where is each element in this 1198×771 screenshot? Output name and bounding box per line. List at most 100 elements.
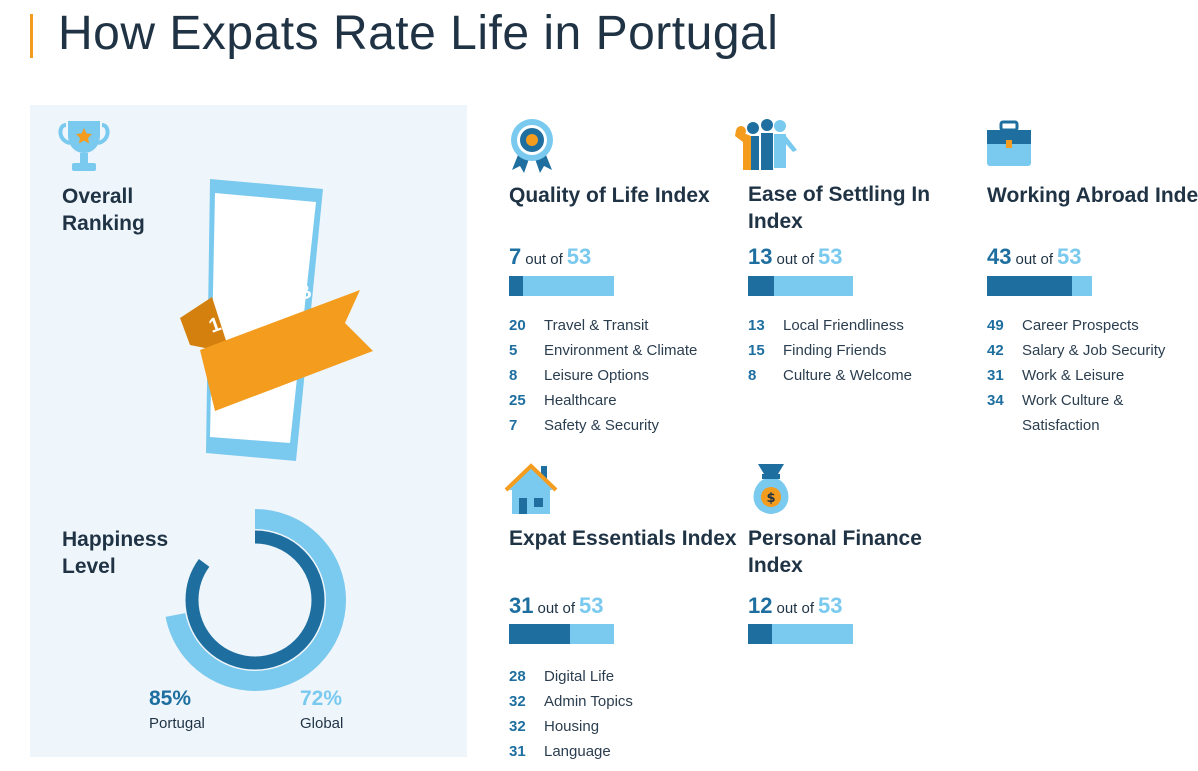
card-total: 53 bbox=[579, 593, 604, 618]
sub-ranking-number: 5 bbox=[509, 342, 518, 359]
money-bag-icon: $ bbox=[753, 464, 789, 514]
portugal-happiness-label: Portugal bbox=[149, 715, 205, 732]
sub-ranking-number: 15 bbox=[748, 342, 765, 359]
sub-ranking-item: 34 Work Culture & Satisfaction bbox=[987, 388, 1197, 438]
house-icon bbox=[504, 463, 558, 514]
sub-ranking-item: 28 Digital Life bbox=[509, 664, 719, 689]
card-of: out of bbox=[776, 600, 815, 617]
sub-ranking-label: Salary & Job Security bbox=[1022, 342, 1166, 359]
global-happiness-value: 72% bbox=[300, 687, 343, 710]
card-rank-bar bbox=[987, 276, 1092, 296]
sub-ranking-label: Admin Topics bbox=[544, 693, 633, 710]
global-ring bbox=[164, 509, 346, 691]
card-score: 31 out of 53 bbox=[509, 593, 604, 619]
title-accent-bar bbox=[30, 14, 33, 58]
sub-ranking-number: 8 bbox=[509, 367, 518, 384]
card-title: Ease of Settling In Index bbox=[748, 183, 931, 233]
card-score: 7 out of 53 bbox=[509, 244, 591, 270]
sub-ranking-label: Travel & Transit bbox=[544, 317, 649, 334]
card-rank: 43 bbox=[987, 244, 1012, 269]
left-panel: Overall Ranking 10th out of 53 Happiness… bbox=[30, 105, 467, 757]
sub-ranking-label: Language bbox=[544, 743, 611, 760]
sub-ranking-item: 49 Career Prospects bbox=[987, 313, 1197, 338]
sub-ranking-item: 8 Culture & Welcome bbox=[748, 363, 958, 388]
card-rank: 12 bbox=[748, 593, 773, 618]
sub-ranking-number: 13 bbox=[748, 317, 765, 334]
sub-ranking-item: 31 Work & Leisure bbox=[987, 363, 1197, 388]
card-rank: 31 bbox=[509, 593, 534, 618]
portugal-happiness-value: 85% bbox=[149, 687, 192, 710]
card-of: out of bbox=[525, 251, 563, 268]
card-rank: 7 bbox=[509, 244, 522, 269]
sub-ranking-label: Local Friendliness bbox=[783, 317, 904, 334]
sub-ranking-number: 25 bbox=[509, 392, 526, 409]
card-sub-list: 20 Travel & Transit 5 Environment & Climate… bbox=[509, 313, 719, 438]
sub-ranking-item: 42 Salary & Job Security bbox=[987, 338, 1197, 363]
card-title: Expat Essentials Index bbox=[509, 527, 737, 550]
cup-illustration bbox=[180, 179, 373, 461]
sub-ranking-item: 7 Safety & Security bbox=[509, 413, 719, 438]
sub-ranking-number: 42 bbox=[987, 342, 1004, 359]
card-title: Working Abroad Index bbox=[987, 184, 1198, 207]
briefcase-icon bbox=[987, 120, 1031, 166]
sub-ranking-number: 49 bbox=[987, 317, 1004, 334]
sub-ranking-item: 32 Admin Topics bbox=[509, 689, 719, 714]
card-title: Quality of Life Index bbox=[509, 184, 710, 207]
sub-ranking-item: 25 Healthcare bbox=[509, 388, 719, 413]
card-sub-list: 13 Local Friendliness 15 Finding Friends 8 Cu… bbox=[748, 313, 958, 388]
sub-ranking-label: Environment & Climate bbox=[544, 342, 698, 359]
sub-ranking-number: 28 bbox=[509, 668, 526, 685]
card-of: out of bbox=[776, 251, 815, 268]
sub-ranking-label: Housing bbox=[544, 718, 600, 735]
card-rank-bar-fill bbox=[748, 276, 774, 296]
page-title: How Expats Rate Life in Portugal bbox=[58, 7, 779, 60]
card-score: 13 out of 53 bbox=[748, 244, 843, 270]
card-rank-bar bbox=[748, 624, 853, 644]
overall-ranking-heading: Overall Ranking bbox=[62, 185, 145, 235]
trophy-icon bbox=[58, 121, 110, 171]
card-of: out of bbox=[537, 600, 576, 617]
card-total: 53 bbox=[818, 244, 843, 269]
sub-ranking-item: 15 Finding Friends bbox=[748, 338, 958, 363]
sub-ranking-number: 34 bbox=[987, 392, 1004, 409]
sub-ranking-number: 7 bbox=[509, 417, 518, 434]
card-title: Personal Finance Index bbox=[748, 527, 922, 577]
sub-ranking-label: Culture & Welcome bbox=[783, 367, 912, 384]
sub-ranking-label: Finding Friends bbox=[783, 342, 887, 359]
sub-ranking-label: Leisure Options bbox=[544, 367, 650, 384]
card-rank-bar bbox=[509, 276, 614, 296]
svg-text:$: $ bbox=[766, 491, 775, 506]
card-score: 12 out of 53 bbox=[748, 593, 843, 619]
sub-ranking-number: 32 bbox=[509, 693, 526, 710]
card-rank-bar bbox=[748, 276, 853, 296]
sub-ranking-number: 31 bbox=[509, 743, 526, 760]
sub-ranking-item: 32 Housing bbox=[509, 714, 719, 739]
card-total: 53 bbox=[1057, 244, 1082, 269]
sub-ranking-number: 32 bbox=[509, 718, 526, 735]
card-score: 43 out of 53 bbox=[987, 244, 1082, 270]
card-rank-bar-fill bbox=[509, 276, 523, 296]
card-rank-bar bbox=[509, 624, 614, 644]
sub-ranking-label: Work & Leisure bbox=[1022, 367, 1125, 384]
sub-ranking-number: 31 bbox=[987, 367, 1004, 384]
card-total: 53 bbox=[818, 593, 843, 618]
sub-ranking-label: Safety & Security bbox=[544, 417, 660, 434]
sub-ranking-label: Healthcare bbox=[544, 392, 617, 409]
sub-ranking-item: 5 Environment & Climate bbox=[509, 338, 719, 363]
card-sub-list: 49 Career Prospects 42 Salary & Job Securit… bbox=[987, 313, 1197, 438]
happiness-rings bbox=[164, 509, 346, 691]
sub-ranking-number: 8 bbox=[748, 367, 757, 384]
sub-ranking-item: 13 Local Friendliness bbox=[748, 313, 958, 338]
card-rank-bar-fill bbox=[509, 624, 571, 644]
sub-ranking-label: Work Culture & Satisfaction bbox=[1022, 392, 1124, 434]
medal-icon bbox=[511, 119, 553, 173]
happiness-heading: Happiness Level bbox=[62, 528, 169, 578]
card-sub-list: 28 Digital Life 32 Admin Topics 32 Housing 31 L… bbox=[509, 664, 719, 764]
portugal-ring bbox=[185, 530, 325, 670]
sub-ranking-label: Digital Life bbox=[544, 668, 615, 685]
people-icon bbox=[735, 119, 797, 170]
sub-ranking-item: 8 Leisure Options bbox=[509, 363, 719, 388]
card-rank-bar-fill bbox=[748, 624, 772, 644]
card-rank-bar-fill bbox=[987, 276, 1073, 296]
card-total: 53 bbox=[566, 244, 592, 269]
